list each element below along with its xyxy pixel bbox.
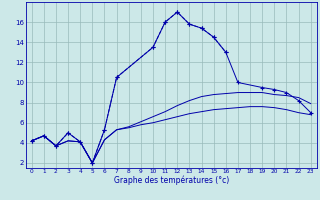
X-axis label: Graphe des températures (°c): Graphe des températures (°c) xyxy=(114,176,229,185)
